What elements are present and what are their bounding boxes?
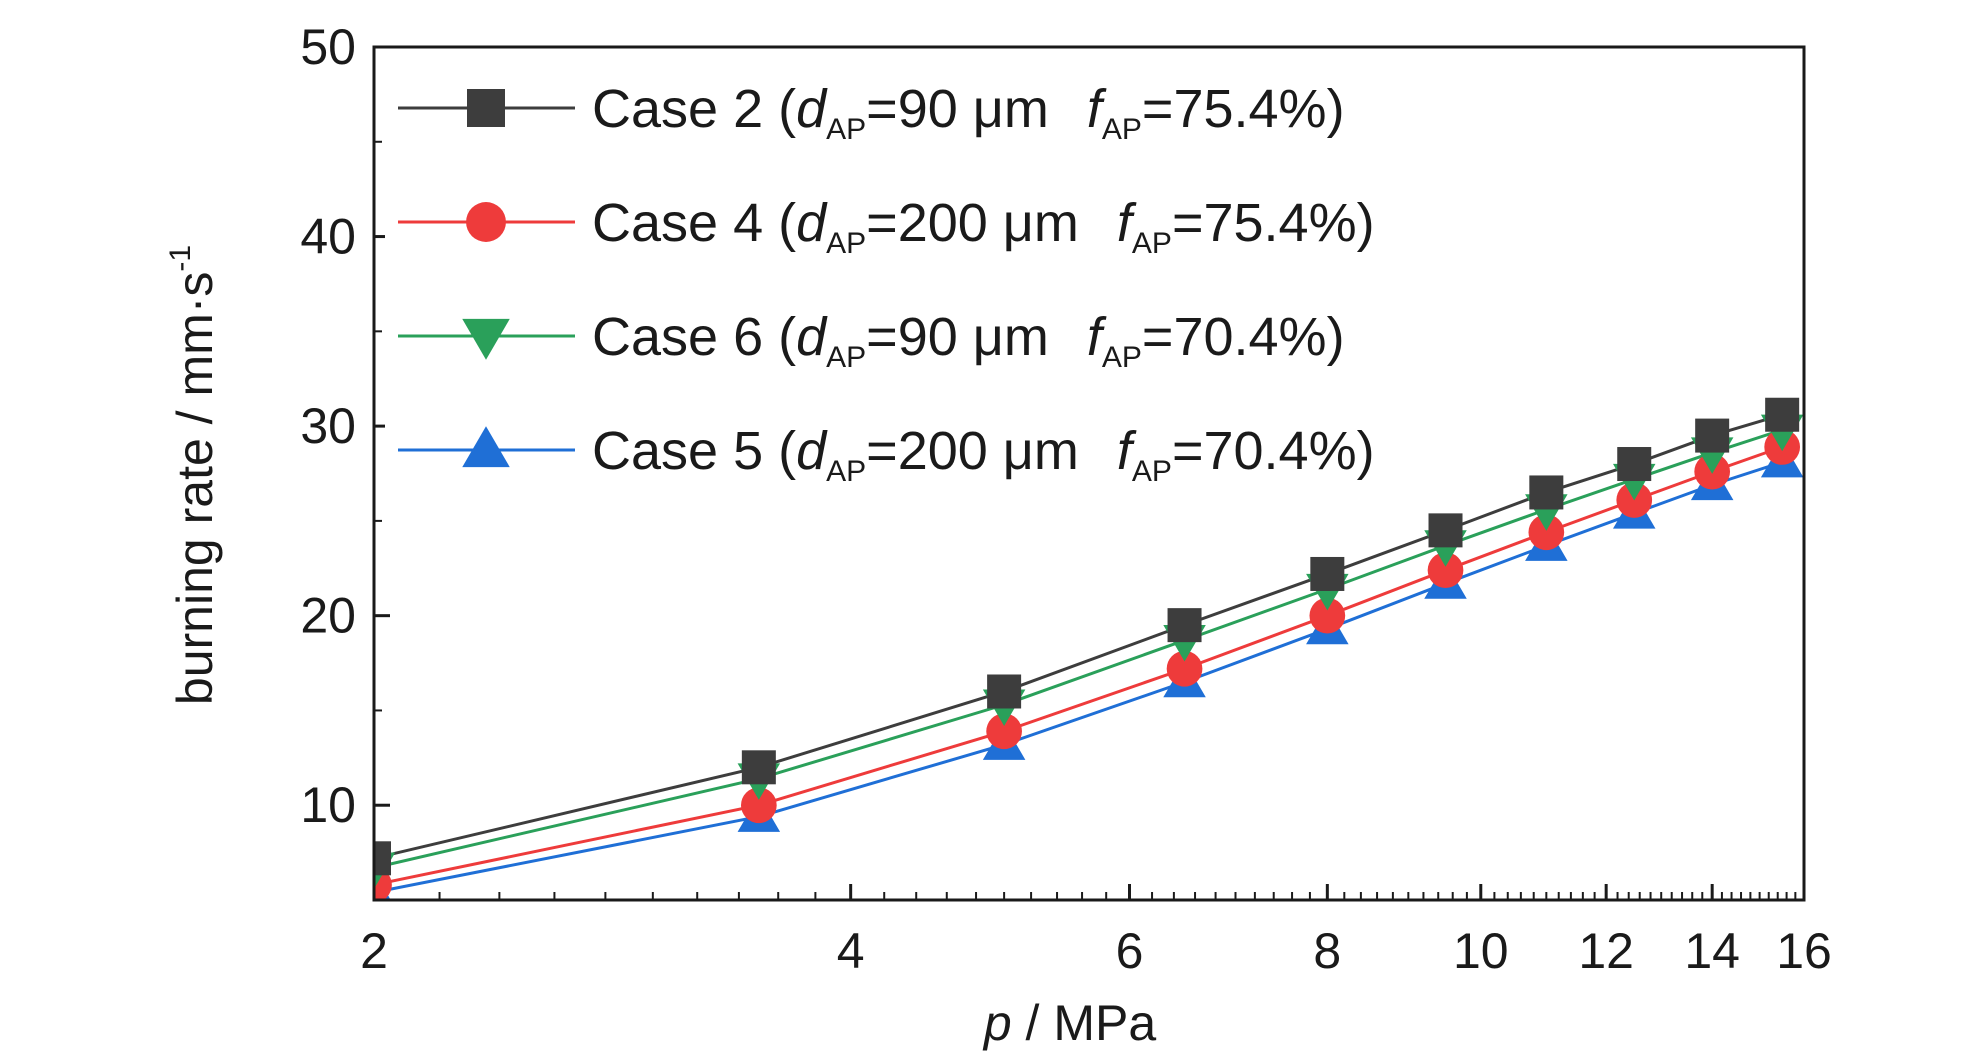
y-tick-label: 50 — [300, 19, 356, 75]
series-line-case-6 — [374, 428, 1783, 870]
data-point-case-4 — [1427, 552, 1464, 589]
data-point-case-4 — [1528, 514, 1565, 551]
data-point-case-4 — [1309, 597, 1346, 634]
data-point-case-2 — [1617, 447, 1652, 482]
y-tick-label: 40 — [300, 209, 356, 265]
data-markers — [374, 397, 1804, 900]
data-point-case-4 — [740, 787, 777, 824]
data-point-case-2 — [741, 750, 776, 785]
x-axis-title: p / MPa — [982, 995, 1156, 1051]
x-tick-label: 2 — [360, 923, 388, 979]
y-tick-label: 20 — [300, 588, 356, 644]
legend-marker-case-4 — [466, 202, 506, 242]
data-point-case-2 — [1529, 475, 1564, 510]
x-tick-label: 4 — [837, 923, 865, 979]
legend-marker-case-2 — [467, 89, 505, 127]
plot-frame — [372, 45, 1806, 902]
series-line-case-2 — [374, 413, 1783, 860]
y-tick-label: 30 — [300, 398, 356, 454]
legend-background — [385, 55, 1285, 515]
series-line-case-5 — [374, 460, 1783, 894]
data-point-case-2 — [1310, 556, 1345, 591]
data-point-case-4 — [1166, 650, 1203, 687]
y-axis-title: burning rate / mm·s-1 — [164, 245, 223, 705]
data-point-case-4 — [986, 713, 1022, 750]
series-line-case-4 — [374, 445, 1783, 887]
data-point-case-2 — [1695, 418, 1730, 453]
legend-marker-case-5 — [462, 426, 510, 468]
y-tick-label: 10 — [300, 777, 356, 833]
x-tick-label: 6 — [1116, 923, 1144, 979]
data-point-case-2 — [374, 841, 391, 876]
legend-label-case-2: Case 2 (dAP=90 μm fAP=75.4%) — [592, 79, 1345, 146]
data-point-case-2 — [1167, 608, 1202, 643]
x-tick-label: 14 — [1684, 923, 1740, 979]
tick-labels: 2 4 6 8 10 12 14 16 10 20 30 40 50 — [300, 19, 1831, 979]
legend-label-case-5: Case 5 (dAP=200 μm fAP=70.4%) — [592, 421, 1375, 488]
legend-label-case-4: Case 4 (dAP=200 μm fAP=75.4%) — [592, 193, 1375, 260]
series-lines — [374, 413, 1783, 894]
legend-label-case-6: Case 6 (dAP=90 μm fAP=70.4%) — [592, 307, 1345, 374]
legend: Case 2 (dAP=90 μm fAP=75.4%) Case 4 (dAP=2… — [385, 55, 1375, 515]
x-tick-label: 8 — [1313, 923, 1341, 979]
x-tick-label: 12 — [1578, 923, 1634, 979]
x-tick-label: 10 — [1453, 923, 1509, 979]
data-point-case-2 — [1765, 397, 1800, 432]
data-point-case-2 — [1428, 513, 1463, 548]
legend-marker-case-6 — [462, 318, 510, 360]
x-tick-label: 16 — [1776, 923, 1832, 979]
data-point-case-2 — [987, 674, 1022, 709]
